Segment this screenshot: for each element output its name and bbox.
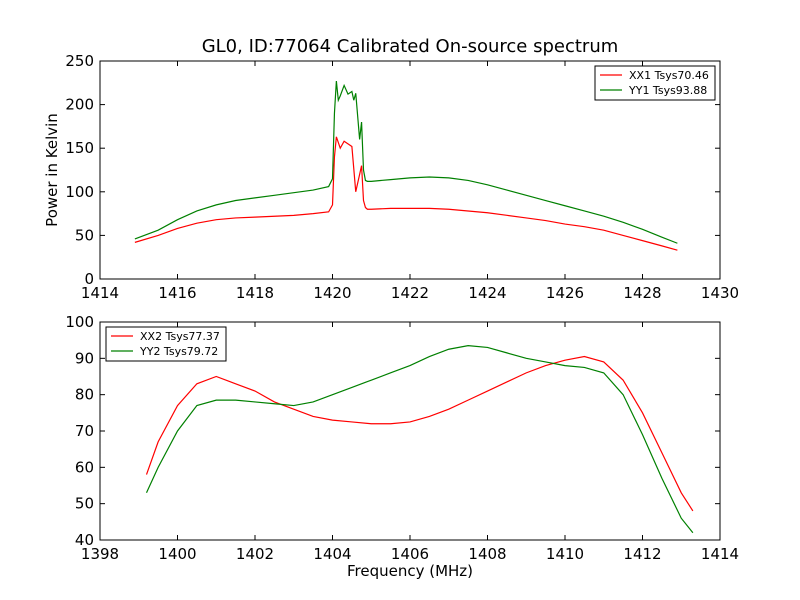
x-tick-label: 1398 bbox=[81, 545, 119, 563]
x-tick-label: 1412 bbox=[623, 545, 661, 563]
legend: XX1 Tsys70.46 YY1 Tsys93.88 bbox=[594, 65, 716, 101]
y-tick-label: 60 bbox=[75, 458, 94, 476]
legend-box bbox=[105, 326, 227, 362]
y-tick-label: 200 bbox=[65, 96, 94, 114]
top-plot: 1414 1416 1418 1420 1422 1424 1426 1428 1430 0 50 1… bbox=[43, 52, 739, 302]
x-tick-label: 1414 bbox=[81, 284, 119, 302]
x-tick-label: 1418 bbox=[236, 284, 274, 302]
series-line-xx-plot2 bbox=[145, 355, 694, 512]
figure-title: GL0, ID:77064 Calibrated On-source spect… bbox=[202, 36, 619, 57]
x-tick-label: 1414 bbox=[701, 545, 739, 563]
x-axis-label: Frequency (MHz) bbox=[347, 562, 473, 580]
y-axis-label: Power in Kelvin bbox=[43, 113, 61, 227]
y-tick-label: 100 bbox=[65, 183, 94, 201]
x-tick-label: 1406 bbox=[391, 545, 429, 563]
legend-entry: YY2 Tsys79.72 bbox=[139, 345, 218, 358]
legend-entry: YY1 Tsys93.88 bbox=[628, 84, 707, 97]
x-tick-label: 1402 bbox=[236, 545, 274, 563]
x-tick-label: 1426 bbox=[546, 284, 584, 302]
x-tick-label: 1428 bbox=[623, 284, 661, 302]
y-tick-label: 250 bbox=[65, 52, 94, 70]
series-line-xx-plot1 bbox=[134, 136, 678, 251]
y-tick-label: 150 bbox=[65, 139, 94, 157]
y-tick-label: 40 bbox=[75, 531, 94, 549]
x-tick-label: 1408 bbox=[468, 545, 506, 563]
y-tick-label: 80 bbox=[75, 386, 94, 404]
legend: XX2 Tsys77.37 YY2 Tsys79.72 bbox=[105, 326, 227, 362]
legend-entry: XX1 Tsys70.46 bbox=[629, 69, 709, 82]
y-tick-label: 0 bbox=[84, 270, 94, 288]
legend-box bbox=[594, 65, 716, 101]
x-tick-label: 1430 bbox=[701, 284, 739, 302]
series-line-yy-plot1 bbox=[134, 80, 678, 244]
x-tick-label: 1410 bbox=[546, 545, 584, 563]
x-tick-label: 1422 bbox=[391, 284, 429, 302]
x-tick-label: 1420 bbox=[313, 284, 351, 302]
y-tick-label: 50 bbox=[75, 226, 94, 244]
x-tick-label: 1424 bbox=[468, 284, 506, 302]
y-tick-label: 50 bbox=[75, 495, 94, 513]
legend-entry: XX2 Tsys77.37 bbox=[140, 330, 220, 343]
x-tick-label: 1400 bbox=[158, 545, 196, 563]
series-line-yy-plot2 bbox=[145, 345, 694, 534]
x-tick-label: 1416 bbox=[158, 284, 196, 302]
x-tick-label: 1404 bbox=[313, 545, 351, 563]
y-tick-label: 90 bbox=[75, 349, 94, 367]
y-tick-label: 100 bbox=[65, 313, 94, 331]
bottom-plot: 1398 1400 1402 1404 1406 1408 1410 1412 1414 40 50… bbox=[65, 313, 739, 580]
y-tick-label: 70 bbox=[75, 422, 94, 440]
